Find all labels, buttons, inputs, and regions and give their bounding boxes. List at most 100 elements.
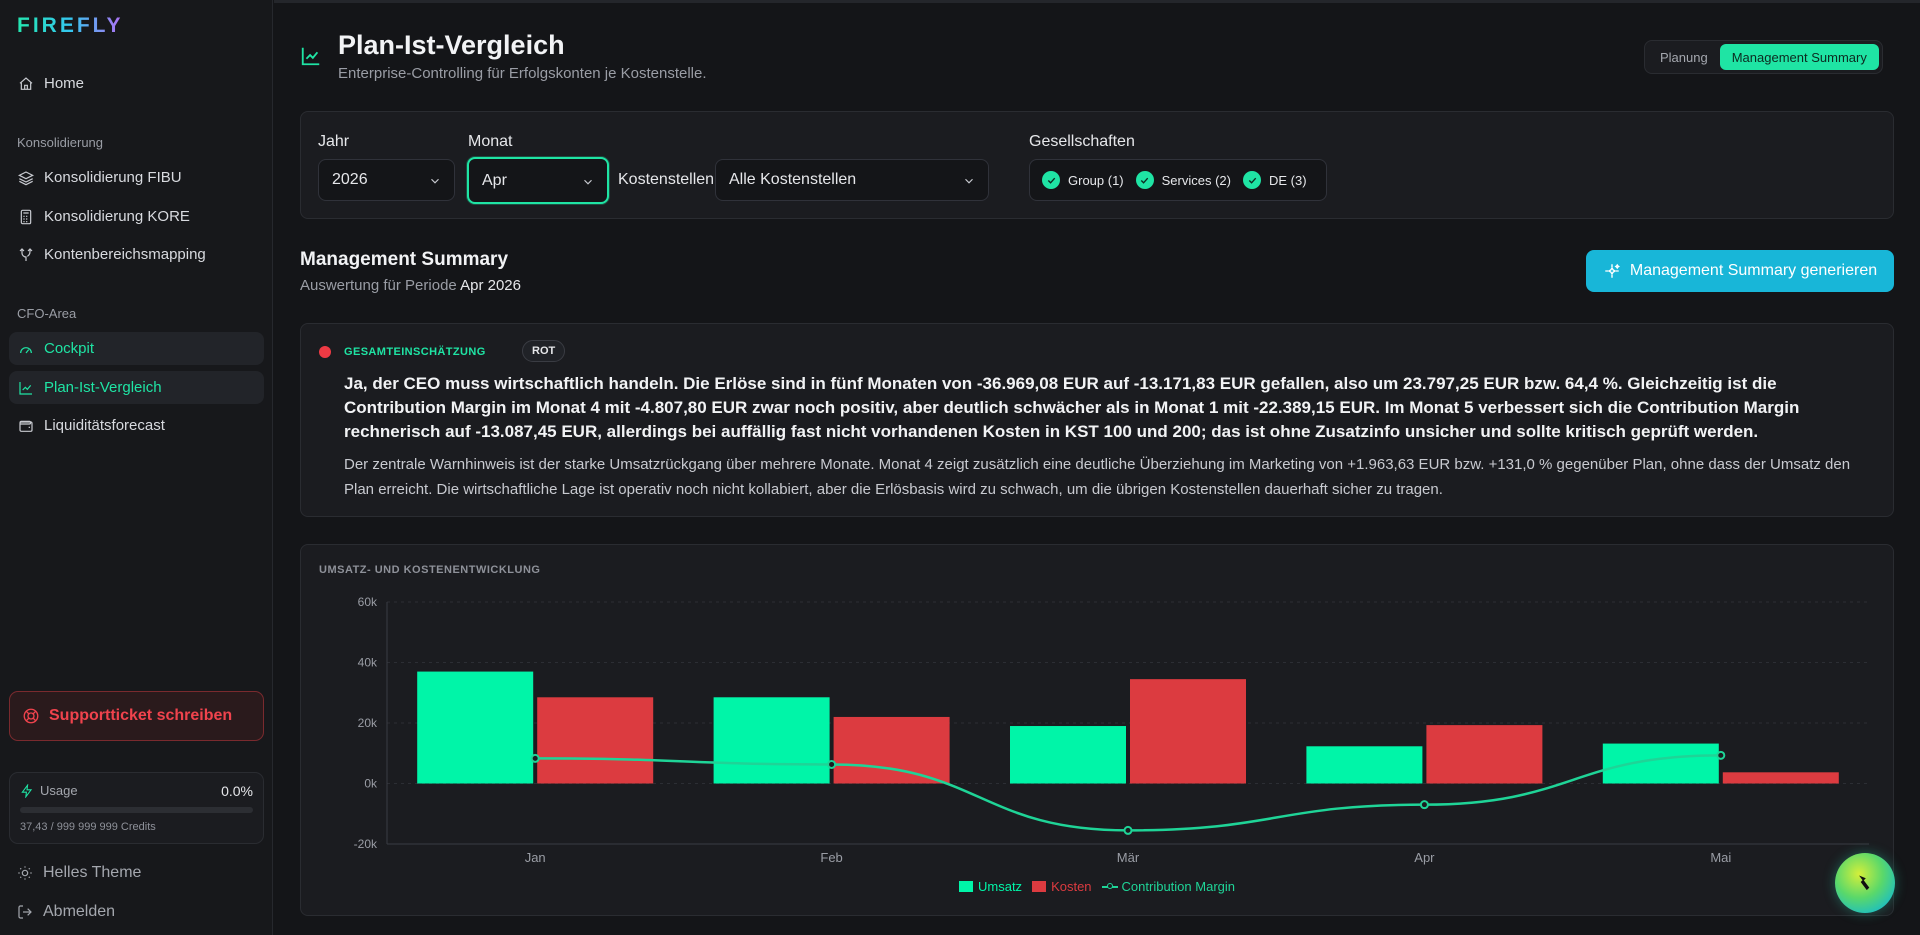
chart-line-icon	[18, 380, 34, 396]
assessment-label: GESAMTEINSCHÄTZUNG	[344, 346, 486, 358]
bar-umsatz-jan	[417, 671, 534, 784]
gesellschaft-chip-de[interactable]: DE (3)	[1243, 171, 1307, 189]
x-tick-label: Jan	[525, 850, 546, 865]
chip-label: Services (2)	[1161, 172, 1231, 188]
legend-swatch	[1032, 881, 1047, 892]
app-logo[interactable]: FIREFLY	[17, 14, 124, 37]
sidebar-item-label: Home	[44, 75, 85, 92]
tab-planung[interactable]: Planung	[1660, 49, 1708, 65]
sidebar-item-kontenbereichsmapping[interactable]: Kontenbereichsmapping	[9, 238, 264, 271]
usage-credits: 37,43 / 999 999 999 Credits	[20, 821, 156, 833]
kostenstellen-select[interactable]: Alle Kostenstellen	[715, 159, 989, 201]
sidebar-item-plan-ist-vergleich[interactable]: Plan-Ist-Vergleich	[9, 371, 264, 404]
assessment-card: GESAMTEINSCHÄTZUNG ROT Ja, der CEO muss …	[300, 323, 1894, 517]
sidebar-item-label: Plan-Ist-Vergleich	[44, 379, 162, 396]
gesellschaft-chip-services[interactable]: Services (2)	[1135, 171, 1231, 189]
legend-swatch	[1101, 881, 1118, 892]
summary-period: Apr 2026	[460, 277, 521, 294]
sidebar-item-label: Cockpit	[44, 340, 95, 357]
section-label-konsolidierung: Konsolidierung	[17, 135, 104, 150]
top-divider	[274, 0, 1920, 3]
bar-umsatz-mai	[1602, 743, 1719, 784]
theme-toggle-label: Helles Theme	[43, 864, 142, 881]
jahr-select[interactable]: 2026	[318, 159, 455, 201]
y-tick-label: 0k	[364, 777, 378, 791]
bar-umsatz-apr	[1306, 746, 1423, 784]
wallet-icon	[18, 418, 34, 434]
tab-management-summary[interactable]: Management Summary	[1719, 44, 1879, 70]
sidebar-item-cockpit[interactable]: Cockpit	[9, 332, 264, 365]
legend-item-kosten[interactable]: Kosten	[1032, 879, 1092, 894]
usage-label: Usage	[40, 783, 78, 798]
chart-line-icon	[300, 45, 322, 67]
calculator-icon	[18, 209, 34, 225]
summary-subtitle-prefix: Auswertung für Periode	[300, 277, 457, 294]
generate-summary-label: Management Summary generieren	[1629, 262, 1878, 279]
home-icon	[18, 76, 34, 92]
gauge-icon	[18, 341, 34, 357]
bar-kosten-mär	[1130, 679, 1246, 784]
gesellschaft-chip-group[interactable]: Group (1)	[1042, 171, 1124, 189]
summary-subtitle: Auswertung für Periode Apr 2026	[300, 277, 521, 294]
chip-label: Group (1)	[1068, 172, 1124, 188]
sidebar-item-konsolidierung-kore[interactable]: Konsolidierung KORE	[9, 200, 264, 233]
section-label-cfo-area: CFO-Area	[17, 306, 77, 321]
y-tick-label: 40k	[358, 656, 378, 670]
chevron-down-icon	[581, 175, 595, 189]
contribution-margin-point-mai	[1716, 750, 1726, 760]
chip-label: DE (3)	[1269, 172, 1307, 188]
check-icon	[1042, 171, 1060, 189]
assessment-detail-text: Der zentrale Warnhinweis ist der starke …	[344, 456, 1851, 498]
assistant-chat-button[interactable]	[1835, 853, 1895, 913]
legend-item-contribution-margin[interactable]: Contribution Margin	[1101, 879, 1235, 894]
layers-icon	[18, 170, 34, 186]
y-tick-label: 60k	[358, 595, 378, 609]
kostenstellen-label: Kostenstellen	[618, 171, 715, 188]
monat-select[interactable]: Apr	[467, 157, 609, 204]
logout-button[interactable]: Abmelden	[17, 903, 115, 921]
chart-title: UMSATZ- UND KOSTENENTWICKLUNG	[319, 564, 541, 576]
status-badge: ROT	[522, 340, 566, 362]
bar-kosten-feb	[833, 716, 950, 784]
contribution-margin-point-mär	[1123, 825, 1133, 835]
sidebar-item-liquiditaetsforecast[interactable]: Liquiditätsforecast	[9, 409, 264, 442]
summary-title: Management Summary	[300, 249, 509, 270]
contribution-margin-line	[535, 754, 1721, 832]
page-subtitle: Enterprise-Controlling für Erfolgskonten…	[338, 65, 707, 82]
sidebar-item-label: Kontenbereichsmapping	[44, 246, 206, 263]
x-tick-label: Mai	[1710, 850, 1731, 865]
theme-toggle[interactable]: Helles Theme	[17, 864, 141, 882]
gesellschaften-label: Gesellschaften	[1029, 133, 1135, 150]
logout-icon	[18, 905, 32, 919]
check-icon	[1135, 171, 1154, 189]
legend-label: Kosten	[1051, 879, 1092, 894]
filter-panel: Jahr 2026 Monat Apr Kostenstellen Alle K…	[300, 111, 1894, 219]
legend-swatch	[959, 881, 973, 892]
sidebar-item-home[interactable]: Home	[9, 67, 264, 100]
usage-bar	[20, 807, 253, 813]
support-ticket-button[interactable]: Supportticket schreiben	[9, 691, 264, 741]
bar-umsatz-mär	[1010, 726, 1126, 784]
sparkles-icon	[1605, 263, 1620, 278]
sidebar-item-label: Liquiditätsforecast	[44, 417, 165, 434]
bar-umsatz-feb	[713, 697, 830, 784]
x-tick-label: Mär	[1117, 850, 1140, 865]
usage-percent: 0.0%	[221, 783, 253, 799]
check-icon	[1243, 171, 1261, 189]
chart-legend: Umsatz Kosten Contribution Margin	[301, 879, 1893, 894]
contribution-margin-point-feb	[827, 759, 837, 769]
legend-item-umsatz[interactable]: Umsatz	[959, 879, 1022, 894]
chart-card: 60k 40k 20k 0k -20k Jan Feb Mär Apr Mai UMSATZ- U…	[300, 544, 1894, 916]
sidebar-item-label: Konsolidierung KORE	[44, 208, 190, 225]
bar-kosten-jan	[537, 697, 654, 784]
monat-value: Apr	[482, 171, 507, 189]
usage-label-wrap: Usage	[20, 783, 78, 798]
monat-label: Monat	[468, 133, 513, 150]
bar-kosten-mai	[1722, 772, 1839, 784]
x-tick-label: Feb	[820, 850, 842, 865]
jahr-label: Jahr	[318, 133, 350, 150]
support-ticket-label: Supportticket schreiben	[49, 707, 233, 724]
chevron-down-icon	[428, 174, 442, 188]
sidebar-item-konsolidierung-fibu[interactable]: Konsolidierung FIBU	[9, 161, 264, 194]
generate-summary-button[interactable]: Management Summary generieren	[1586, 250, 1894, 292]
